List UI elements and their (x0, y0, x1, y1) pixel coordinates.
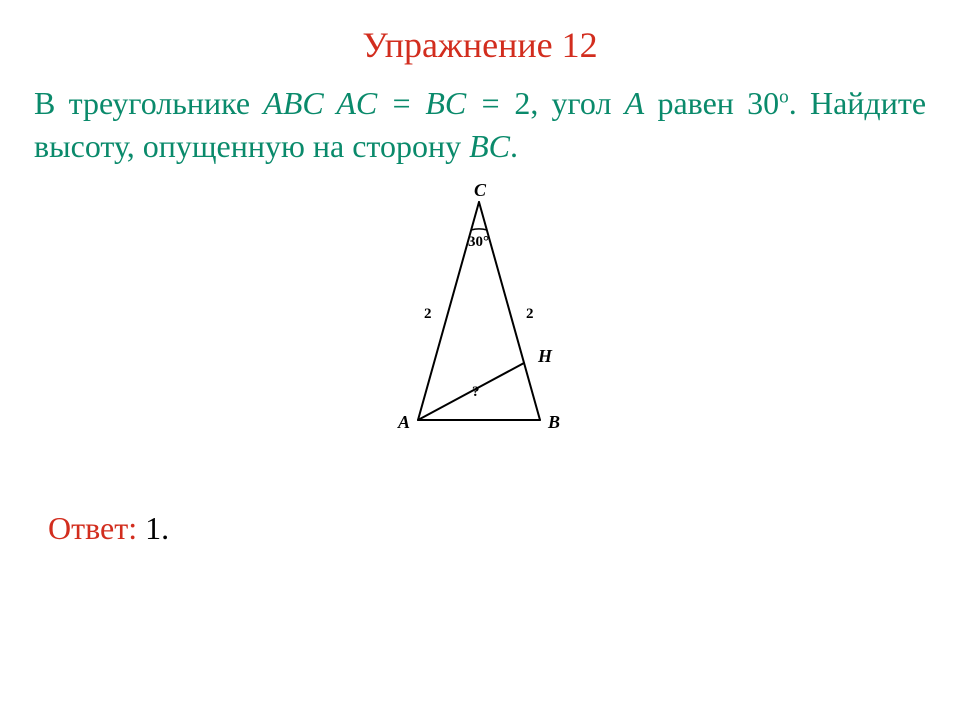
apex-angle-label: 30° (468, 234, 489, 251)
point-H-label: H (538, 346, 552, 367)
problem-italic-3: BC (469, 128, 510, 164)
problem-statement: В треугольнике ABC AC = BC = 2, угол A р… (0, 74, 960, 168)
problem-italic-1: ABC AC = BC = (263, 85, 514, 121)
answer-value: 1. (145, 510, 169, 546)
problem-text-2: 2, угол (514, 85, 624, 121)
title-text: Упражнение 12 (362, 25, 597, 65)
triangle-svg (380, 188, 580, 448)
vertex-A-label: A (398, 412, 410, 433)
side-left-value: 2 (424, 306, 432, 323)
answer-line: Ответ: 1. (0, 510, 960, 547)
problem-text-3: равен 30 (644, 85, 779, 121)
problem-text-5: . (510, 128, 518, 164)
triangle-figure: A B C H 2 2 30° ? (380, 188, 580, 448)
degree-sup: о (779, 86, 789, 107)
answer-label: Ответ: (48, 510, 145, 546)
problem-text-1: В треугольнике (34, 85, 263, 121)
side-right-value: 2 (526, 306, 534, 323)
question-mark: ? (472, 384, 480, 401)
problem-italic-2: A (625, 85, 645, 121)
figure-container: A B C H 2 2 30° ? (0, 188, 960, 448)
vertex-C-label: C (474, 180, 486, 201)
exercise-title: Упражнение 12 (0, 0, 960, 74)
vertex-B-label: B (548, 412, 560, 433)
